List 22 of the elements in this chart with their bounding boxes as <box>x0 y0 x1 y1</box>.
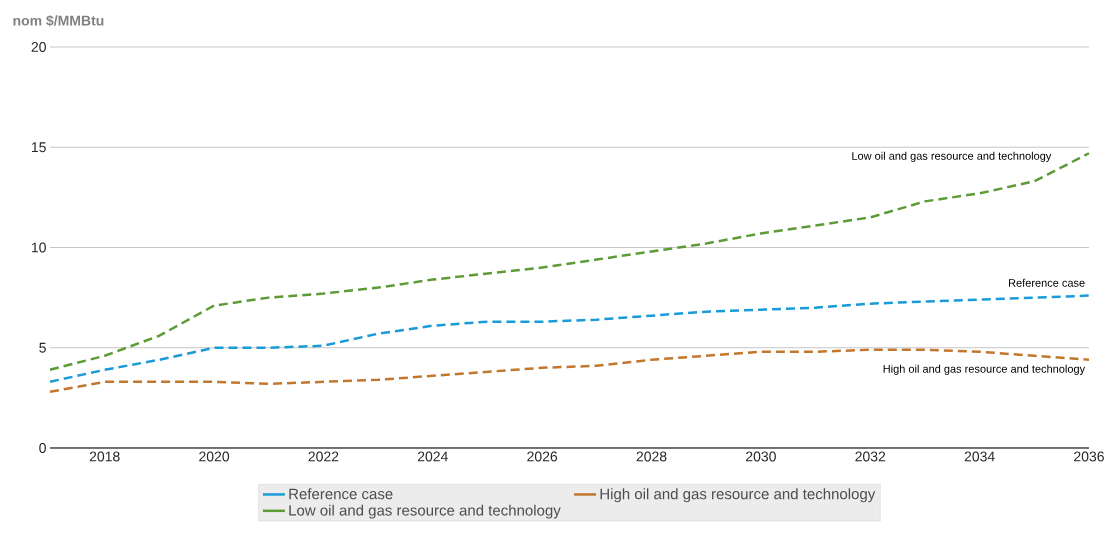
x-tick-label: 2024 <box>417 451 448 462</box>
annotation: High oil and gas resource and technology <box>883 364 1086 375</box>
legend-label: Reference case <box>289 488 393 500</box>
x-tick-label: 2030 <box>746 451 776 462</box>
legend-label: Low oil and gas resource and technology <box>289 504 561 519</box>
x-tick-label: 2018 <box>89 451 120 462</box>
x-tick-label: 2022 <box>308 451 339 462</box>
x-tick-label: 2028 <box>636 451 667 462</box>
annotation: Reference case <box>1009 278 1085 287</box>
legend-label: High oil and gas resource and technology <box>600 488 876 503</box>
y-tick-label: 5 <box>39 342 46 353</box>
y-tick-label: 10 <box>31 242 46 253</box>
x-tick-label: 2032 <box>855 451 886 462</box>
y-tick-label: 20 <box>31 42 46 52</box>
y-tick-label: 15 <box>31 142 46 153</box>
y-tick-label: 0 <box>39 443 46 453</box>
x-tick-label: 2020 <box>199 451 230 462</box>
annotation: Low oil and gas resource and technology <box>852 151 1052 162</box>
x-tick-label: 2026 <box>527 451 558 462</box>
x-tick-label: 2034 <box>964 451 995 462</box>
x-tick-label: 2036 <box>1074 451 1104 462</box>
y-axis-title: nom $/MMBtu <box>13 15 104 27</box>
